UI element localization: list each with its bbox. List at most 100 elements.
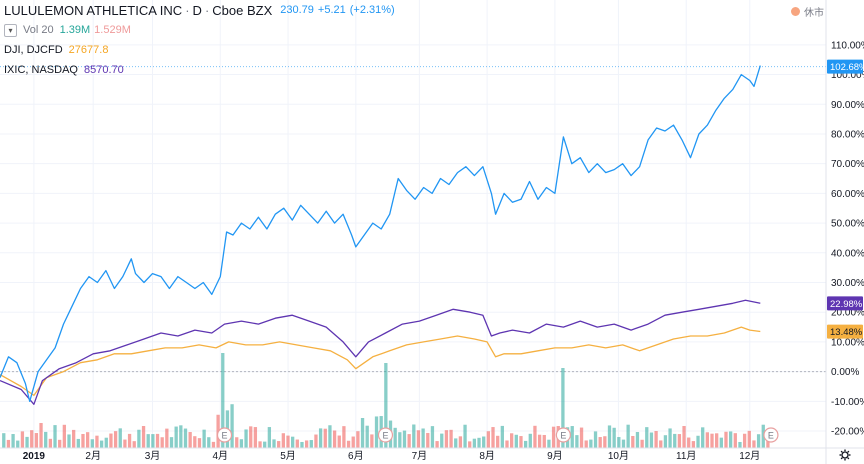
- x-tick-label: 2月: [85, 450, 101, 462]
- volume-bar: [85, 432, 90, 448]
- volume-bar: [34, 433, 39, 448]
- volume-bar: [188, 432, 192, 448]
- volume-bar: [621, 439, 626, 448]
- volume-bar: [766, 438, 770, 448]
- volume-bar: [533, 425, 537, 448]
- legend-dji-row[interactable]: DJI, DJCFD 27677.8: [4, 42, 395, 58]
- volume-bar: [514, 434, 518, 448]
- volume-bar: [48, 438, 53, 448]
- series-line[interactable]: [0, 326, 761, 397]
- legend-main-row[interactable]: LULULEMON ATHLETICA INC · D · Cboe BZX 2…: [4, 2, 395, 18]
- series-line[interactable]: [0, 299, 761, 405]
- volume-bar: [137, 429, 141, 448]
- x-tick-label: 12月: [739, 450, 760, 462]
- volume-bar: [738, 441, 742, 448]
- volume-bar: [160, 437, 164, 448]
- volume-bar: [30, 430, 34, 448]
- earnings-marker-icon[interactable]: [216, 427, 233, 443]
- volume-bar: [53, 425, 57, 448]
- volume-bar: [253, 427, 258, 448]
- volume-bar: [202, 429, 206, 448]
- volume-bar: [281, 433, 285, 448]
- volume-bar: [277, 441, 281, 448]
- volume-bar: [169, 437, 174, 448]
- x-tick-label: 8月: [479, 450, 495, 462]
- x-tick-label: 6月: [348, 450, 364, 462]
- earnings-marker-label: E: [768, 431, 774, 441]
- volume-bar: [668, 428, 672, 448]
- separator: ·: [185, 2, 190, 18]
- volume-bar: [165, 428, 169, 448]
- gear-icon[interactable]: [841, 451, 849, 459]
- volume-bar: [416, 430, 421, 448]
- volume-bar: [412, 424, 416, 448]
- symbol-name[interactable]: LULULEMON ATHLETICA INC: [4, 2, 183, 18]
- series-line[interactable]: [0, 65, 761, 403]
- y-tick-label: 70.00%: [831, 159, 864, 170]
- y-tick-label: -10.00%: [831, 397, 864, 408]
- volume-bar: [6, 439, 11, 448]
- y-tick-label: -20.00%: [831, 427, 864, 438]
- volume-bar: [687, 437, 691, 448]
- earnings-marker-icon[interactable]: [377, 427, 394, 443]
- earnings-marker-label: E: [221, 431, 227, 441]
- volume-bar: [528, 433, 532, 448]
- volume-bar: [435, 441, 439, 448]
- x-tick-label: 11月: [676, 450, 696, 462]
- volume-bar: [221, 353, 225, 448]
- volume-bar: [458, 436, 463, 448]
- volume-bar: [491, 427, 495, 448]
- volume-bar: [645, 427, 649, 448]
- last-value-tag: [827, 59, 863, 74]
- volume-bar: [346, 440, 351, 448]
- volume-bar: [561, 368, 565, 448]
- separator: ·: [204, 2, 210, 18]
- x-tick-label: 5月: [280, 450, 296, 462]
- volume-bar: [318, 428, 323, 448]
- volume-bar: [104, 437, 108, 448]
- volume-bar: [39, 423, 43, 448]
- y-tick-label: 40.00%: [831, 248, 864, 259]
- volume-bar: [81, 433, 85, 448]
- volume-bar: [542, 434, 546, 448]
- volume-bar: [118, 428, 122, 448]
- legend-volume-row[interactable]: ▾ Vol 20 1.39M 1.529M: [4, 22, 395, 38]
- volume-bar: [244, 429, 248, 448]
- volume-bar: [328, 425, 332, 448]
- volume-bar: [141, 426, 146, 448]
- volume-bar: [612, 427, 616, 448]
- volume-bar: [691, 441, 696, 448]
- y-tick-label: 100.00%: [831, 70, 864, 81]
- volume-bar: [654, 431, 658, 448]
- earnings-marker-icon[interactable]: [555, 427, 571, 443]
- volume-bar: [715, 433, 719, 448]
- volume-bar: [155, 433, 160, 448]
- volume-bar: [351, 436, 355, 448]
- price-axis[interactable]: [826, 0, 864, 464]
- interval-label[interactable]: D: [192, 2, 202, 18]
- earnings-marker-label: E: [382, 431, 388, 441]
- dot-icon: [791, 7, 800, 16]
- volume-bar: [337, 435, 341, 448]
- volume-bar: [589, 439, 593, 448]
- volume-bar: [332, 430, 337, 448]
- legend-ixic-row[interactable]: IXIC, NASDAQ 8570.70: [4, 62, 395, 78]
- volume-bar: [374, 416, 379, 448]
- volume-bar: [58, 439, 62, 448]
- chevron-down-icon[interactable]: ▾: [4, 23, 17, 37]
- volume-bar: [235, 437, 239, 448]
- last-value-label: 22.98%: [830, 299, 863, 310]
- volume-bar: [756, 434, 761, 448]
- volume-bar: [696, 435, 700, 448]
- volume-bar: [295, 439, 299, 448]
- volume-bar: [551, 426, 556, 448]
- volume-bar: [472, 438, 477, 448]
- earnings-marker-icon[interactable]: [763, 427, 779, 443]
- volume-bar: [724, 431, 728, 448]
- volume-bar: [11, 434, 15, 448]
- volume-bar: [95, 435, 99, 448]
- volume-bar: [286, 435, 290, 448]
- y-tick-label: 30.00%: [831, 278, 864, 289]
- volume-bar: [673, 433, 677, 448]
